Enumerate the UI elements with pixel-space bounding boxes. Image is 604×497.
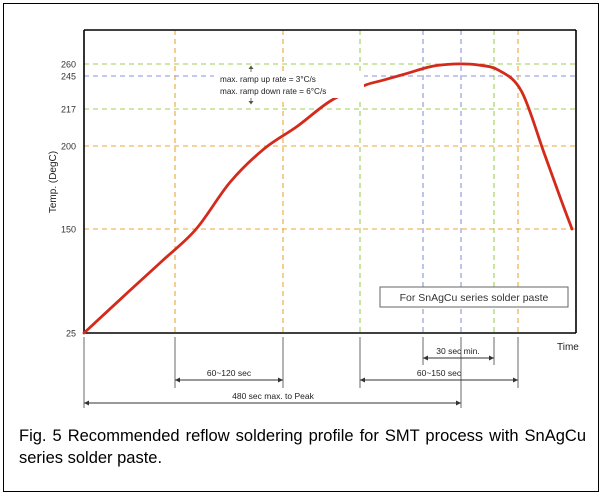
interval-480-head-left [84,400,89,406]
figure-caption: Fig. 5 Recommended reflow soldering prof… [19,427,586,467]
ramp-up-rate-label: max. ramp up rate = 3°C/s [220,75,316,84]
rate-arrow-up-head [248,65,254,69]
ramp-down-rate-label: max. ramp down rate = 6°C/s [220,87,326,96]
y-tick-label-217: 217 [61,105,76,115]
rate-annotation-bg [214,72,364,98]
y-axis-label: Temp. (DegC) [48,151,59,213]
y-axis-ticks: 25 150 200 217 245 260 [61,60,76,339]
rate-annotation: max. ramp up rate = 3°C/s max. ramp down … [214,65,364,105]
reflow-profile-chart: 25 150 200 217 245 260 max. ramp up rate = 3°… [48,29,579,408]
interval-60-150-label: 60~150 sec [417,368,462,378]
interval-60-120-head-left [175,377,180,383]
interval-30sec-head-right [489,355,494,361]
interval-30sec-head-left [423,355,428,361]
y-tick-label-25: 25 [66,329,76,339]
y-tick-label-200: 200 [61,142,76,152]
interval-60-150-head-right [513,377,518,383]
y-tick-label-245: 245 [61,72,76,82]
legend-box: For SnAgCu series solder paste [379,286,569,308]
interval-60-150-head-left [360,377,365,383]
legend-border [379,286,569,308]
interval-60-120-label: 60~120 sec [207,368,252,378]
interval-480-head-right [456,400,461,406]
legend-label: For SnAgCu series solder paste [400,292,549,304]
y-tick-label-260: 260 [61,60,76,70]
interval-30sec-label: 30 sec min. [436,346,479,356]
y-tick-label-150: 150 [61,225,76,235]
chart-container: 25 150 200 217 245 260 max. ramp up rate = 3°… [48,29,579,408]
temperature-curve [82,62,574,335]
rate-arrow-down-head [248,101,254,105]
time-intervals: 30 sec min. 60~120 sec 60~150 sec 480 sec m… [83,337,519,408]
axes [83,29,577,334]
interval-60-120-head-right [278,377,283,383]
interval-480-label: 480 sec max. to Peak [232,391,314,401]
x-axis-label: Time [557,342,579,353]
